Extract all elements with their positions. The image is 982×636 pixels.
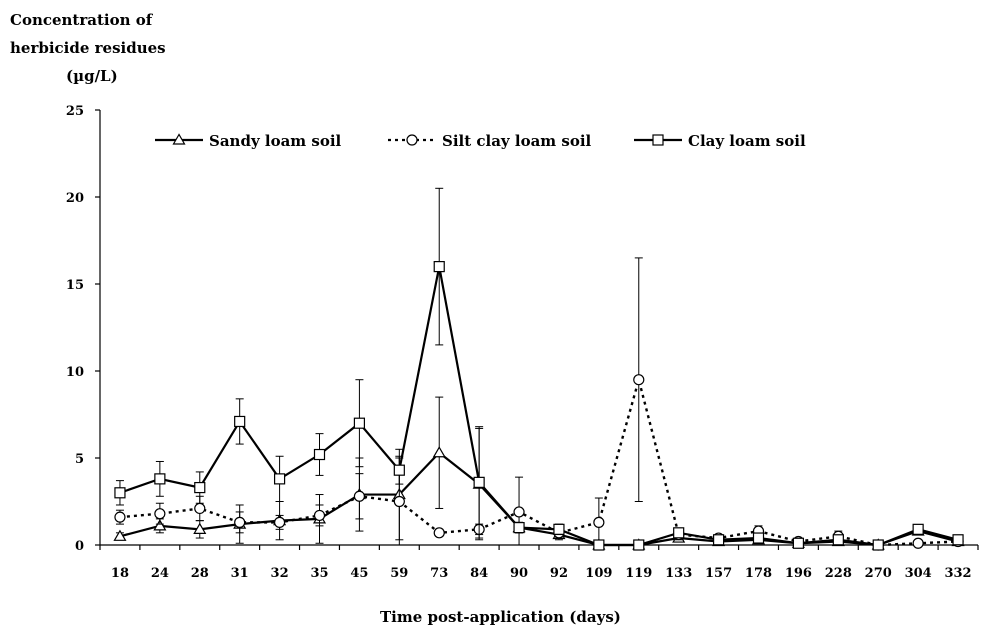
point-triangle-18 — [113, 529, 127, 541]
y-axis-title-line-2: herbicide residues — [10, 39, 166, 57]
x-tick-label-24: 24 — [151, 566, 169, 581]
point-square-28 — [194, 481, 206, 494]
x-tick-label-35: 35 — [310, 566, 328, 581]
point-triangle-28 — [193, 522, 207, 534]
legend-marker-circle — [406, 134, 418, 146]
series-square — [114, 187, 964, 551]
point-circle-59 — [393, 495, 405, 508]
x-tick-label-157: 157 — [705, 566, 732, 581]
point-square-270 — [872, 539, 884, 551]
point-circle-24 — [154, 508, 166, 520]
x-tick-label-178: 178 — [745, 566, 772, 581]
y-tick-label-25: 25 — [66, 104, 84, 119]
legend-label-triangle: Sandy loam soil — [209, 132, 342, 150]
x-tick-label-31: 31 — [231, 566, 249, 581]
point-circle-45 — [353, 490, 366, 502]
y-axis-title-line-1: Concentration of — [10, 11, 153, 29]
point-square-31 — [234, 415, 246, 428]
legend: Sandy loam soil Silt clay loam soil Clay l… — [155, 132, 806, 150]
point-square-45 — [353, 417, 366, 429]
legend-label-square: Clay loam soil — [688, 132, 806, 150]
point-circle-304 — [912, 537, 924, 549]
x-tick-label-18: 18 — [111, 566, 129, 581]
point-square-32 — [273, 473, 286, 485]
point-circle-73 — [433, 527, 445, 539]
point-circle-28 — [194, 502, 206, 515]
x-tick-label-28: 28 — [191, 566, 209, 581]
point-square-133 — [673, 527, 685, 539]
point-triangle-73 — [432, 446, 446, 458]
y-tick-label-20: 20 — [66, 191, 84, 206]
y-tick-label-15: 15 — [66, 278, 84, 293]
point-square-228 — [832, 534, 844, 546]
x-tick-label-90: 90 — [510, 566, 528, 581]
series-circle — [114, 257, 964, 551]
x-tick-label-84: 84 — [470, 566, 488, 581]
x-tick-label-196: 196 — [785, 566, 812, 581]
y-axis-title: Concentration of herbicide residues (µg/… — [10, 6, 210, 90]
x-tick-label-59: 59 — [390, 566, 408, 581]
x-tick-label-133: 133 — [665, 566, 692, 581]
point-square-119 — [633, 539, 645, 551]
x-tick-label-109: 109 — [585, 566, 612, 581]
point-circle-31 — [234, 516, 246, 528]
x-tick-label-332: 332 — [944, 566, 971, 581]
point-circle-32 — [273, 516, 286, 528]
point-circle-119 — [633, 374, 645, 386]
point-square-18 — [114, 487, 126, 499]
x-tick-label-92: 92 — [550, 566, 568, 581]
point-square-304 — [912, 523, 924, 535]
point-circle-18 — [114, 511, 126, 523]
point-square-92 — [553, 523, 565, 535]
point-square-178 — [752, 532, 765, 544]
point-square-332 — [952, 534, 964, 546]
point-square-24 — [154, 473, 166, 485]
y-axis-title-line-3: (µg/L) — [66, 67, 118, 85]
point-square-196 — [792, 537, 805, 549]
x-tick-label-304: 304 — [905, 566, 932, 581]
point-square-35 — [313, 448, 326, 461]
x-tick-label-270: 270 — [865, 566, 892, 581]
legend-marker-square — [652, 134, 664, 146]
point-square-73 — [433, 261, 445, 273]
point-square-90 — [513, 521, 525, 534]
x-tick-label-45: 45 — [350, 566, 368, 581]
point-square-157 — [712, 534, 725, 546]
y-tick-label-0: 0 — [75, 539, 84, 554]
point-triangle-24 — [153, 519, 167, 531]
point-square-59 — [393, 464, 405, 476]
x-tick-label-119: 119 — [625, 566, 652, 581]
x-tick-label-32: 32 — [271, 566, 289, 581]
y-tick-label-5: 5 — [75, 452, 84, 467]
x-tick-label-73: 73 — [430, 566, 448, 581]
legend-marker-triangle — [172, 133, 186, 145]
series-line-square — [119, 266, 959, 547]
x-tick-label-228: 228 — [825, 566, 852, 581]
series-line-triangle — [119, 451, 959, 547]
series-line-circle — [119, 375, 959, 547]
y-tick-label-10: 10 — [66, 365, 84, 380]
point-circle-109 — [593, 516, 605, 528]
point-circle-35 — [313, 509, 326, 522]
point-square-109 — [593, 539, 605, 551]
point-circle-90 — [513, 506, 525, 518]
point-square-84 — [473, 476, 485, 488]
x-axis-title: Time post-application (days) — [380, 608, 621, 626]
legend-label-circle: Silt clay loam soil — [442, 132, 592, 150]
